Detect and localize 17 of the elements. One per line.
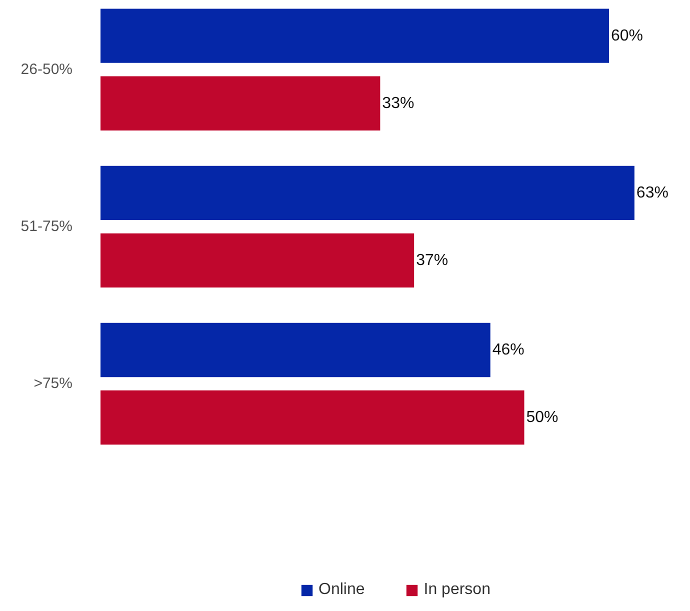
data-label: 37% bbox=[416, 252, 448, 269]
data-label: 60% bbox=[611, 27, 644, 44]
y-tick-label: >75% bbox=[34, 375, 73, 392]
bar bbox=[100, 322, 490, 378]
data-label: 63% bbox=[636, 184, 668, 202]
bar bbox=[100, 390, 524, 445]
bar bbox=[100, 76, 380, 130]
bar bbox=[100, 8, 610, 63]
y-tick-label: 26-50% bbox=[20, 61, 72, 78]
legend-label: In person bbox=[424, 581, 490, 599]
y-tick-label: 51-75% bbox=[20, 218, 72, 236]
data-label: 46% bbox=[492, 341, 524, 358]
bar bbox=[100, 233, 414, 288]
legend-label: Online bbox=[318, 581, 365, 599]
data-label: 33% bbox=[382, 94, 414, 112]
bar bbox=[100, 166, 634, 220]
data-label: 50% bbox=[526, 409, 558, 426]
